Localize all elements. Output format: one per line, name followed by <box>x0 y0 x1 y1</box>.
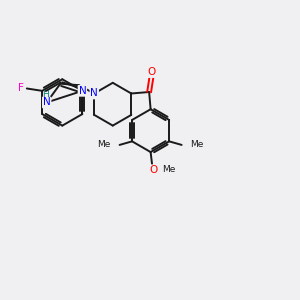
Text: O: O <box>149 165 158 175</box>
Text: N: N <box>90 88 98 98</box>
Text: H: H <box>42 90 49 99</box>
Text: Me: Me <box>162 165 175 174</box>
Text: N: N <box>43 98 51 107</box>
Text: Me: Me <box>190 140 204 149</box>
Text: F: F <box>19 83 24 94</box>
Text: O: O <box>147 67 156 77</box>
Text: N: N <box>79 86 86 96</box>
Text: Me: Me <box>97 140 111 149</box>
